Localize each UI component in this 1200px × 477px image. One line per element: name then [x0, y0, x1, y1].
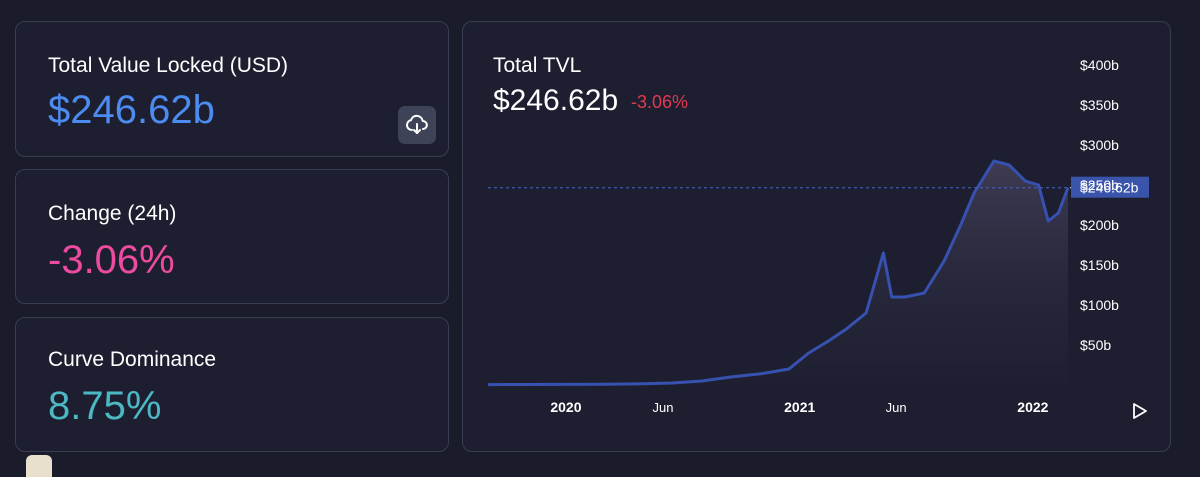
y-tick-label: $350b [1080, 97, 1119, 113]
play-icon [1133, 403, 1147, 419]
change-card: Change (24h) -3.06% [15, 169, 449, 304]
current-value-tag [1071, 176, 1149, 198]
y-tick-label: $300b [1080, 137, 1119, 153]
tvl-series-line [487, 159, 1070, 387]
chart-title: Total TVL [493, 54, 582, 77]
dominance-label: Curve Dominance [48, 348, 217, 371]
tvl-area [488, 161, 1068, 385]
x-tick-label: 2022 [1017, 399, 1048, 415]
y-tick-label: $400b [1080, 57, 1119, 73]
y-tick-label: $100b [1080, 297, 1119, 313]
chart-total-value: $246.62b [493, 84, 619, 117]
x-tick-label: 2020 [550, 399, 581, 415]
x-tick-label: Jun [886, 400, 907, 415]
dominance-card: Curve Dominance 8.75% [15, 317, 449, 452]
play-button[interactable] [1132, 402, 1148, 425]
current-value-tag-label: $246.62b [1080, 180, 1139, 196]
tvl-card: Total Value Locked (USD) $246.62b [15, 21, 449, 157]
change-value: -3.06% [48, 238, 175, 282]
y-tick-label: $50b [1080, 337, 1111, 353]
y-tick-label: $200b [1080, 217, 1119, 233]
y-tick-label: $150b [1080, 257, 1119, 273]
avatar [26, 455, 52, 477]
tvl-chart-card: Total TVL $246.62b -3.06% $246.62b $50b $1… [462, 21, 1171, 452]
change-label: Change (24h) [48, 202, 177, 225]
chart-change-value: -3.06% [631, 92, 689, 112]
tvl-label: Total Value Locked (USD) [48, 54, 289, 77]
tvl-chart[interactable]: $246.62b $50b $100b $150b $200b $250b $300b $35… [463, 22, 1170, 451]
cloud-download-icon [406, 114, 428, 134]
download-button[interactable] [398, 106, 436, 144]
x-tick-label: 2021 [784, 399, 815, 415]
x-tick-label: Jun [653, 400, 674, 415]
y-tick-label: $250b [1080, 177, 1119, 193]
dominance-value: 8.75% [48, 384, 162, 428]
tvl-value: $246.62b [48, 88, 215, 132]
